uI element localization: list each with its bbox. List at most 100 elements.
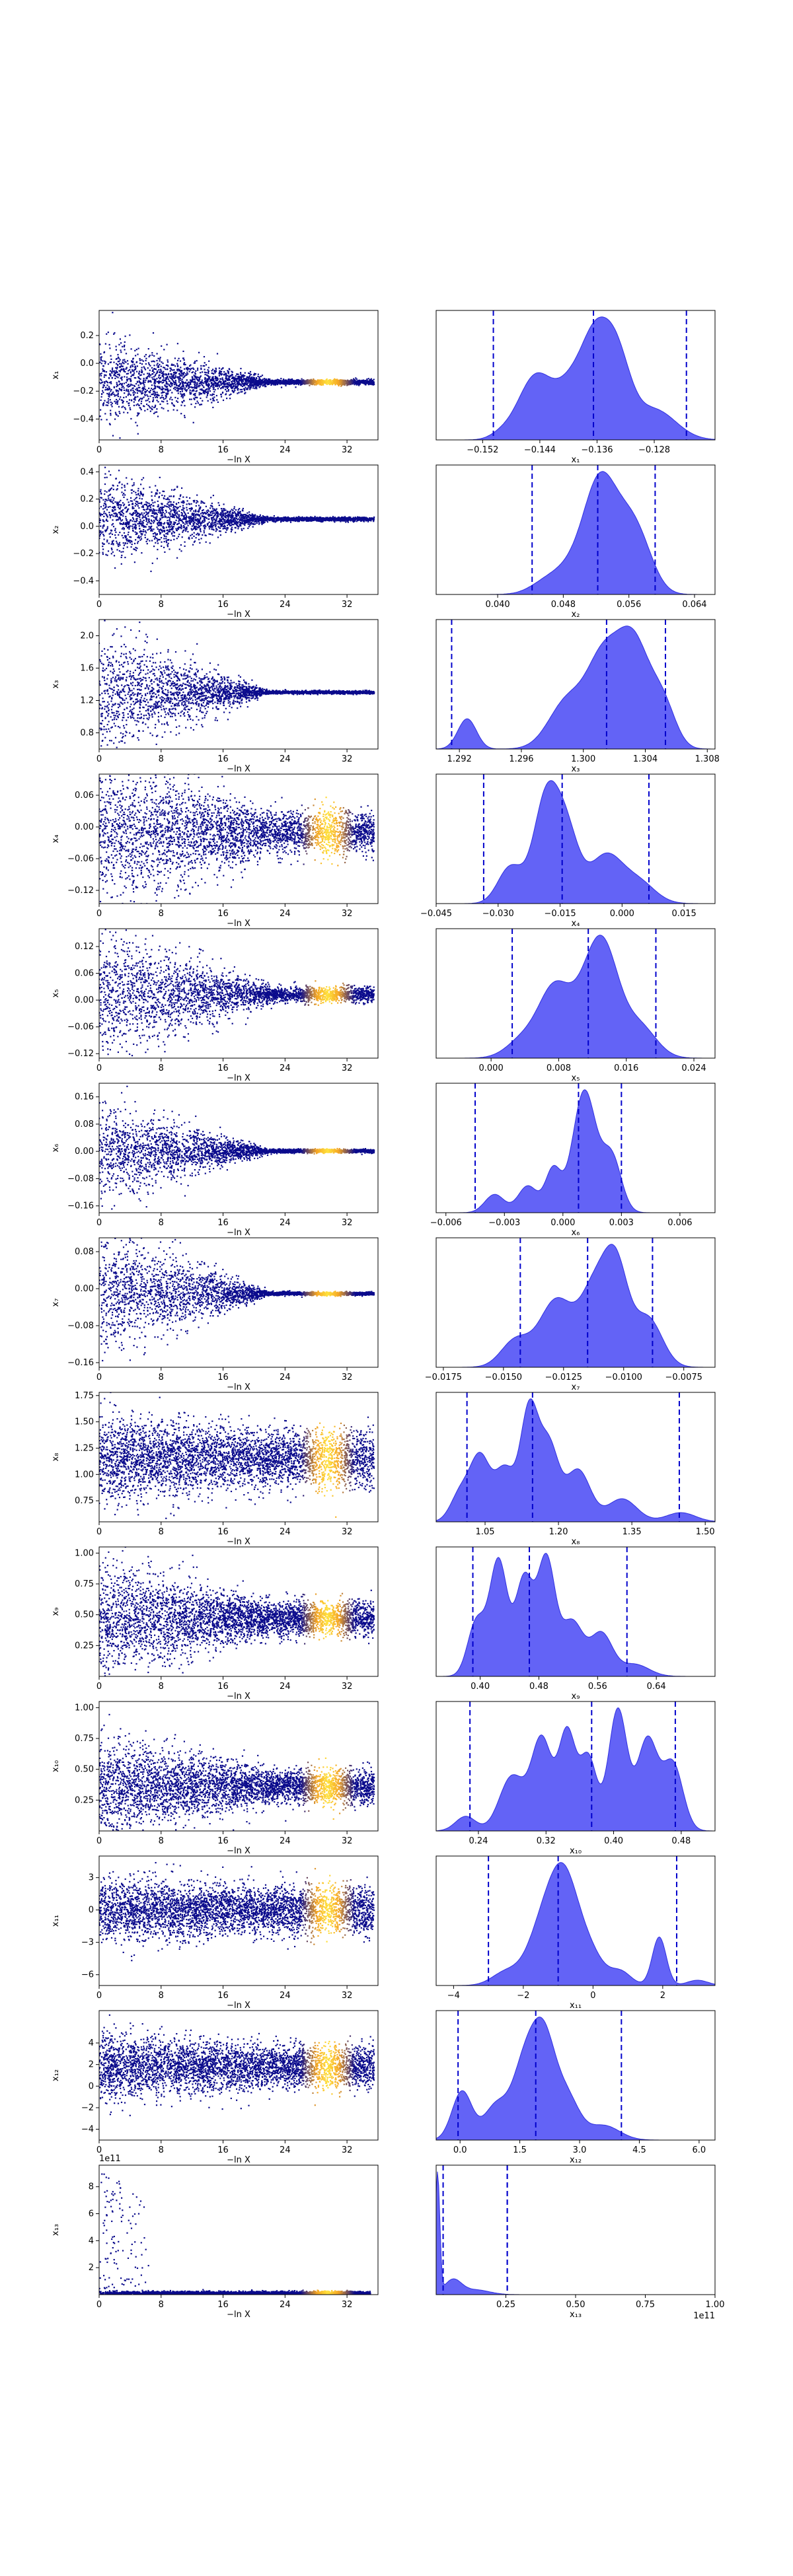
trace-point xyxy=(132,523,134,526)
trace-point xyxy=(206,384,208,386)
trace-point xyxy=(181,394,183,397)
trace-point xyxy=(104,343,106,345)
trace-point xyxy=(130,378,132,380)
trace-point xyxy=(196,379,199,381)
trace-point xyxy=(108,423,111,425)
trace-point xyxy=(100,515,102,517)
trace-point xyxy=(138,381,140,383)
trace-point xyxy=(293,383,295,385)
trace-point xyxy=(111,496,114,499)
trace-point xyxy=(233,390,235,392)
trace-point xyxy=(208,388,209,390)
trace-point xyxy=(142,522,144,524)
trace-point xyxy=(181,390,183,392)
trace-point xyxy=(153,546,155,548)
trace-point xyxy=(107,398,109,400)
trace-point xyxy=(262,384,264,386)
trace-point xyxy=(266,380,268,382)
trace-point xyxy=(115,413,117,415)
trace-point xyxy=(151,510,153,512)
trace-point xyxy=(124,392,126,394)
trace-point xyxy=(168,390,170,392)
trace-point xyxy=(248,373,251,375)
trace-point xyxy=(131,541,133,543)
trace-point xyxy=(116,516,118,518)
trace-point xyxy=(288,382,290,384)
trace-point xyxy=(356,383,358,385)
trace-point xyxy=(103,376,105,378)
trace-point xyxy=(208,386,209,388)
trace-point xyxy=(103,384,105,386)
trace-point xyxy=(137,412,139,414)
trace-point xyxy=(237,378,239,380)
trace-point xyxy=(256,381,259,383)
trace-point xyxy=(356,380,358,382)
trace-point xyxy=(104,413,106,415)
trace-point xyxy=(245,384,247,386)
trace-point xyxy=(116,403,118,405)
trace-point xyxy=(113,361,115,363)
trace-point xyxy=(125,361,127,363)
trace-point xyxy=(157,519,159,521)
trace-point xyxy=(123,387,125,389)
trace-point xyxy=(153,371,155,373)
trace-point xyxy=(231,509,233,511)
trace-point xyxy=(237,392,239,394)
trace-point xyxy=(132,364,133,366)
trace-point xyxy=(145,363,147,365)
trace-point xyxy=(180,386,182,388)
trace-point xyxy=(139,382,141,384)
trace-point xyxy=(155,394,157,396)
trace-point xyxy=(100,532,102,534)
trace-point xyxy=(115,402,117,404)
trace-point xyxy=(153,391,155,393)
trace-point xyxy=(165,526,167,528)
trace-point xyxy=(180,544,182,546)
trace-point xyxy=(251,380,253,382)
trace-point xyxy=(136,501,138,503)
trace-point xyxy=(362,517,364,519)
trace-point xyxy=(234,379,236,381)
trace-point xyxy=(120,365,122,367)
trace-point xyxy=(227,517,229,519)
trace-point xyxy=(132,369,133,371)
trace-point xyxy=(259,380,262,382)
trace-point xyxy=(106,404,109,406)
trace-point xyxy=(120,514,122,516)
trace-point xyxy=(107,550,110,552)
trace-point xyxy=(173,373,175,375)
trace-point xyxy=(108,395,110,397)
trace-point xyxy=(177,368,179,371)
trace-point xyxy=(107,332,109,334)
trace-point xyxy=(309,517,311,519)
trace-point xyxy=(225,376,227,378)
trace-point xyxy=(282,520,284,522)
trace-point xyxy=(176,365,179,367)
trace-point xyxy=(116,540,118,542)
trace-point xyxy=(104,389,106,391)
trace-point xyxy=(356,382,358,384)
trace-point xyxy=(166,529,168,532)
trace-point xyxy=(128,404,130,406)
trace-point xyxy=(242,507,244,510)
trace-point xyxy=(183,393,185,395)
trace-point xyxy=(131,500,133,502)
trace-point xyxy=(242,514,244,516)
trace-point xyxy=(215,521,217,523)
trace-point xyxy=(243,388,246,390)
trace-point xyxy=(140,483,142,485)
trace-point xyxy=(128,501,130,503)
trace-point xyxy=(126,388,128,390)
trace-point xyxy=(353,379,355,381)
trace-point xyxy=(144,381,146,383)
trace-point xyxy=(332,516,334,518)
trace-point xyxy=(186,374,188,376)
trace-point xyxy=(365,380,367,382)
trace-point xyxy=(217,515,219,517)
trace-point xyxy=(137,347,139,349)
trace-point xyxy=(157,522,159,524)
trace-point xyxy=(250,380,252,382)
trace-point xyxy=(232,515,234,517)
trace-point xyxy=(173,538,175,540)
trace-point xyxy=(116,386,118,388)
